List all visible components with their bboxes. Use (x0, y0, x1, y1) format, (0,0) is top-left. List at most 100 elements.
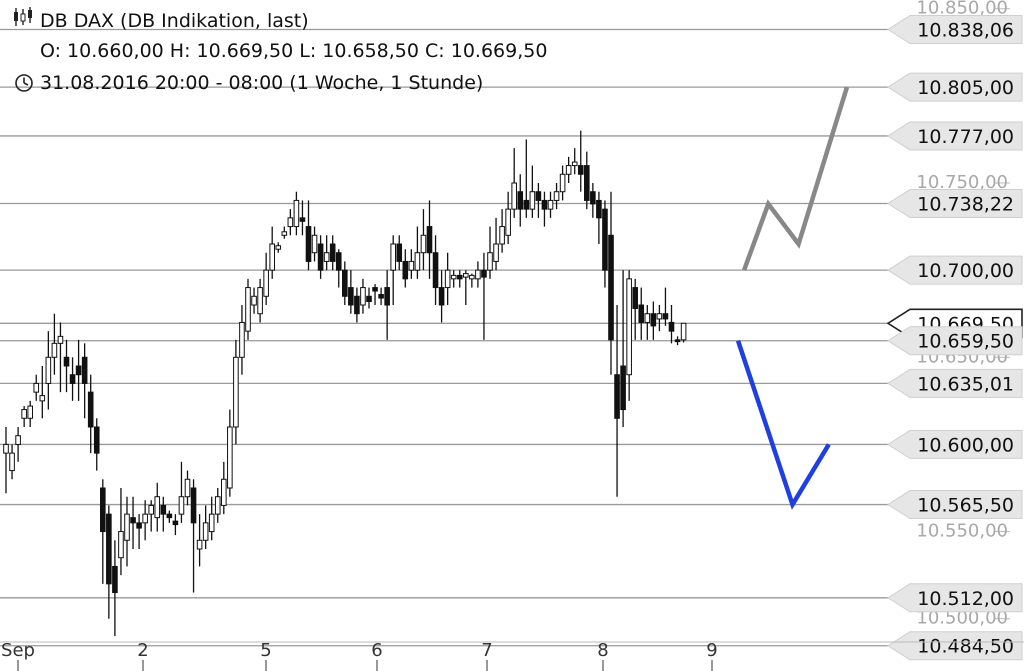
candle-6 (39, 366, 46, 419)
candle-body (21, 409, 27, 419)
candle-0 (3, 427, 9, 494)
candle-89 (541, 191, 548, 227)
candle-61 (372, 284, 378, 305)
candle-body (662, 313, 669, 320)
x-tick-label-1: 2 (137, 640, 148, 661)
candle-body (106, 513, 112, 585)
candle-body (432, 252, 439, 289)
level-label-text: 10.484,50 (917, 636, 1014, 658)
candle-69 (420, 209, 427, 271)
candle-body (87, 391, 94, 428)
candle-body (402, 260, 409, 280)
candle-5 (33, 374, 40, 401)
candle-body (184, 478, 191, 498)
candle-109 (662, 287, 669, 326)
candle-body (493, 243, 499, 262)
candle-54 (329, 235, 336, 271)
candle-body (614, 374, 620, 419)
candle-21 (130, 496, 136, 549)
candle-47 (287, 209, 294, 236)
candle-80 (487, 226, 493, 279)
candle-101 (614, 305, 620, 497)
candle-1 (9, 444, 15, 480)
candle-42 (257, 278, 263, 323)
candle-110 (668, 305, 675, 344)
candle-74 (450, 270, 457, 288)
candle-body (57, 335, 64, 344)
candle-104 (632, 278, 639, 340)
candle-body (547, 199, 554, 210)
candle-76 (463, 270, 469, 305)
y-tick-label-1: 10.750,00 (916, 172, 1008, 193)
candle-96 (584, 151, 590, 210)
level-label-box (887, 15, 1023, 45)
level-label-4: 10.700,00 (887, 255, 1023, 285)
candle-71 (432, 235, 439, 305)
candle-body (323, 252, 330, 262)
candle-108 (656, 305, 663, 332)
candle-body (27, 405, 33, 419)
candle-body (329, 243, 336, 262)
candle-body (69, 374, 76, 384)
candle-body (608, 234, 614, 341)
candle-82 (499, 209, 505, 253)
candle-31 (190, 479, 197, 593)
candle-106 (644, 305, 651, 340)
candle-body (354, 295, 360, 315)
candle-body (384, 287, 390, 306)
level-label-10: 10.512,00 (887, 583, 1023, 613)
level-label-1: 10.805,00 (887, 72, 1023, 102)
candle-body (396, 243, 403, 262)
candle-32 (196, 514, 203, 567)
candle-36 (221, 461, 227, 515)
candle-body (63, 356, 70, 367)
level-label-text: 10.659,50 (917, 331, 1014, 353)
candle-53 (323, 235, 330, 271)
candle-body (505, 208, 511, 236)
candle-88 (535, 183, 542, 218)
candle-body (499, 226, 505, 245)
candle-body (196, 539, 203, 550)
x-tick-label-2: 5 (260, 640, 271, 661)
candle-body (571, 161, 578, 167)
candle-9 (57, 322, 64, 393)
candle-19 (118, 488, 124, 576)
candle-body (251, 295, 257, 306)
candle-33 (202, 505, 209, 549)
candle-22 (136, 514, 142, 549)
level-label-box (887, 368, 1023, 398)
candle-body (511, 182, 517, 210)
candle-body (281, 231, 288, 236)
candle-body (408, 260, 415, 271)
candle-56 (342, 261, 348, 305)
candle-body (269, 243, 275, 271)
candle-34 (208, 496, 215, 541)
candle-92 (559, 165, 566, 201)
level-label-6: 10.659,50 (887, 326, 1023, 356)
candle-body (33, 382, 40, 393)
x-tick-label-3: 6 (371, 640, 382, 661)
candle-body (360, 287, 366, 306)
candle-10 (63, 339, 70, 393)
candle-body (3, 443, 9, 454)
candle-37 (227, 409, 233, 497)
candle-body (602, 208, 608, 271)
candle-body (45, 356, 52, 384)
y-tick-label-3: 10.550,00 (916, 521, 1008, 542)
candle-68 (414, 226, 421, 279)
candle-93 (565, 156, 572, 183)
level-label-box (887, 121, 1023, 151)
candle-body (100, 487, 106, 533)
candle-105 (638, 287, 645, 340)
candle-79 (481, 252, 487, 340)
candle-body (668, 321, 675, 332)
candle-20 (124, 496, 130, 567)
candle-41 (251, 287, 257, 314)
candle-body (481, 269, 487, 278)
candle-95 (577, 130, 584, 192)
clock-icon (14, 73, 34, 97)
candle-83 (505, 191, 511, 244)
candle-body (172, 520, 179, 526)
candle-91 (553, 183, 560, 210)
